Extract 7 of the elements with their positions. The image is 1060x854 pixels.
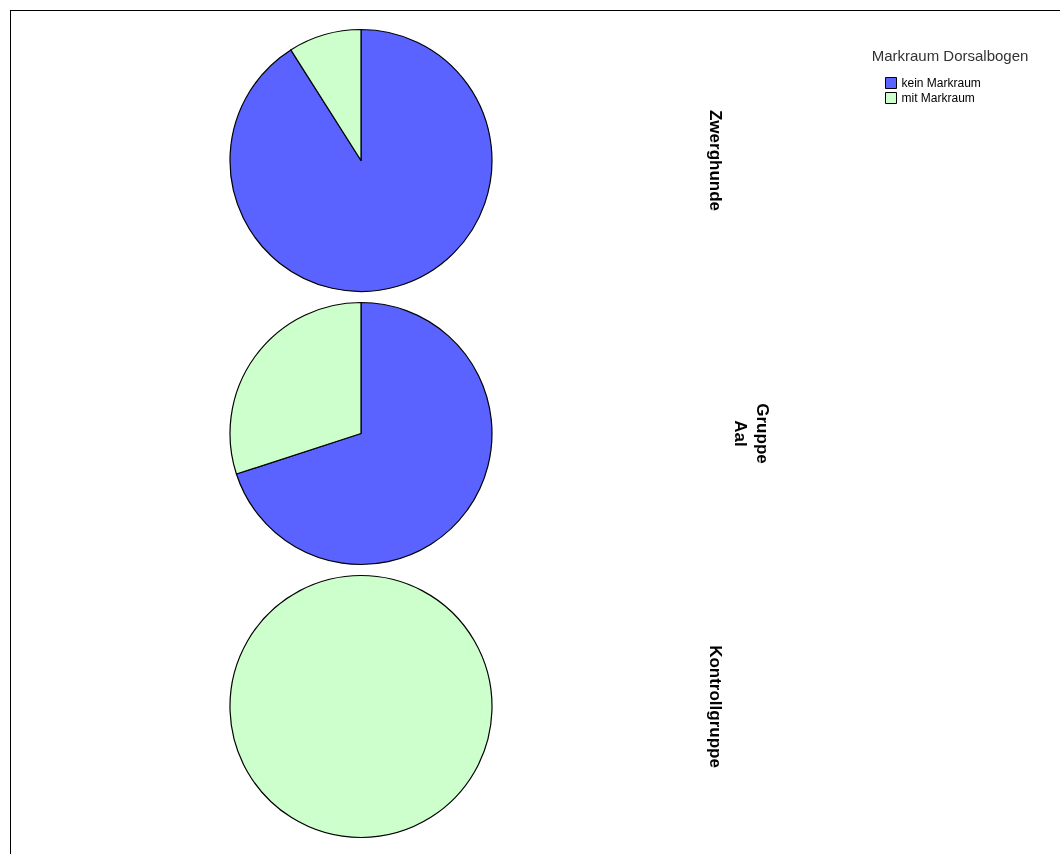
- slice-label: Aal: [730, 420, 750, 447]
- legend-label: mit Markraum: [901, 91, 975, 105]
- slice-label: Kontrollgruppe: [705, 645, 725, 768]
- legend-label: kein Markraum: [901, 76, 981, 90]
- slice-label: Zwerghunde: [705, 109, 725, 212]
- text: Gruppe: [752, 403, 772, 464]
- legend-title: Markraum Dorsalbogen: [871, 46, 1029, 64]
